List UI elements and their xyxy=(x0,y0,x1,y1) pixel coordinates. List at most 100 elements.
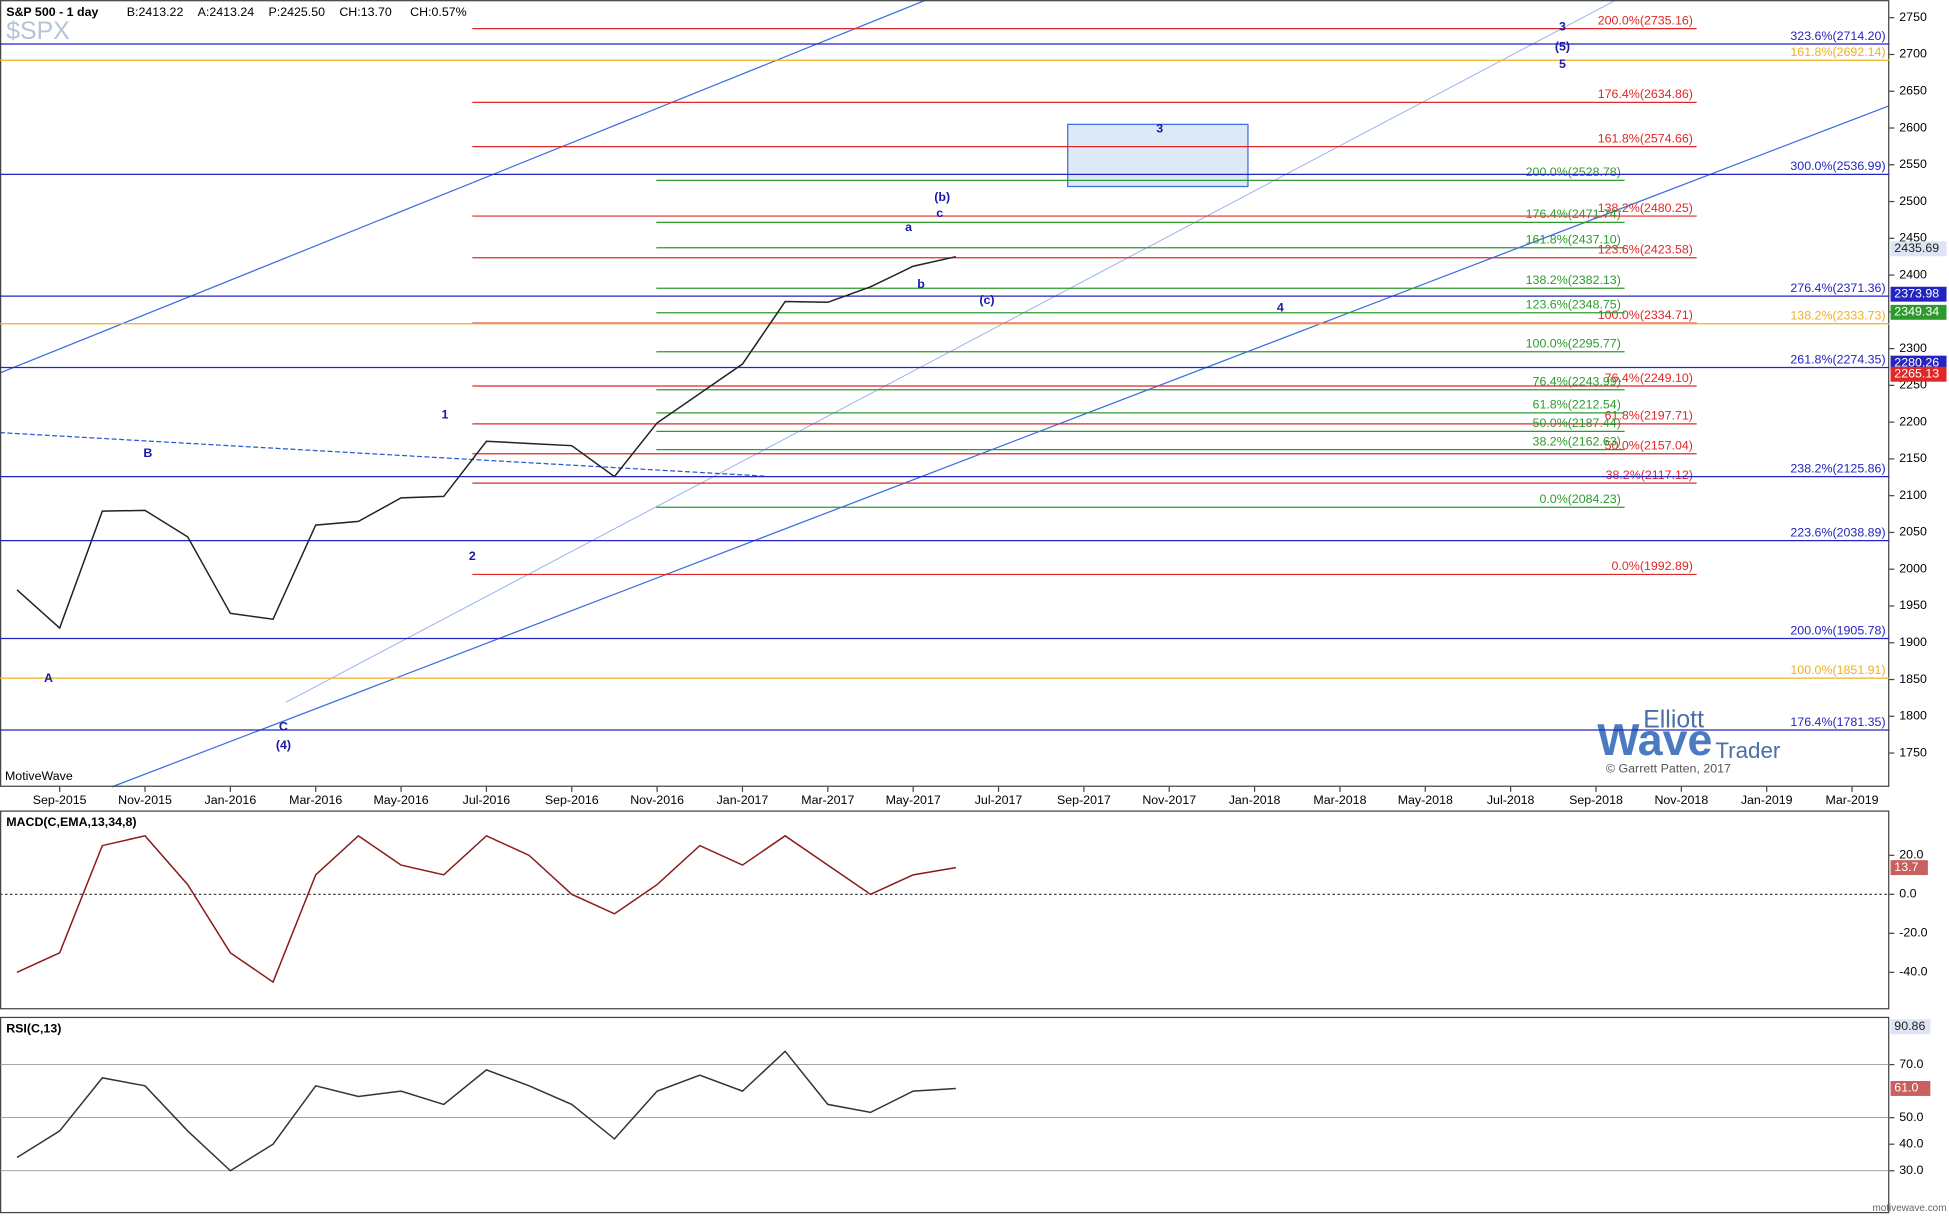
x-tick-label: Sep-2015 xyxy=(33,793,87,807)
change: CH:13.70 xyxy=(339,5,392,19)
y-tick-label: -20.0 xyxy=(1899,926,1927,940)
watermark: Elliott xyxy=(1643,707,1704,734)
y-tick-label: 2200 xyxy=(1899,414,1927,428)
fib-label: 50.0%(2157.04) xyxy=(1605,439,1693,453)
fib-label: 200.0%(2735.16) xyxy=(1598,13,1693,27)
wave-label: 2 xyxy=(469,549,476,563)
value-tag-label: 13.7 xyxy=(1894,860,1918,874)
series-line xyxy=(16,1050,956,1172)
y-tick-label: 2550 xyxy=(1899,157,1927,171)
x-tick-label: Sep-2017 xyxy=(1057,793,1111,807)
fib-label: 176.4%(2634.86) xyxy=(1598,87,1693,101)
y-tick-label: 1800 xyxy=(1899,709,1927,723)
fib-label: 50.0%(2187.44) xyxy=(1533,416,1621,430)
fib-label: 200.0%(1905.78) xyxy=(1790,623,1885,637)
panel-title: RSI(C,13) xyxy=(6,1022,61,1036)
panel-title: MACD(C,EMA,13,34,8) xyxy=(6,815,136,829)
price-tag xyxy=(1890,286,1947,302)
watermark-credit: © Garrett Patten, 2017 xyxy=(1606,762,1731,776)
fib-label: 161.8%(2574.66) xyxy=(1598,131,1693,145)
fib-label: 38.2%(2117.12) xyxy=(1606,468,1693,482)
target-box xyxy=(1067,123,1249,188)
wave-label: A xyxy=(44,671,53,685)
y-tick-label: 2300 xyxy=(1899,341,1927,355)
y-tick-label: 2650 xyxy=(1899,84,1927,98)
fib-label: 323.6%(2714.20) xyxy=(1790,29,1885,43)
price-tag xyxy=(1890,241,1947,257)
value-tag-label: 90.86 xyxy=(1894,1019,1925,1033)
y-tick-label: 1950 xyxy=(1899,598,1927,612)
y-tick-label: 1750 xyxy=(1899,745,1927,759)
fib-label: 0.0%(2084.23) xyxy=(1539,492,1620,506)
fib-label: 38.2%(2162.63) xyxy=(1533,434,1621,448)
x-tick-label: Nov-2016 xyxy=(630,793,684,807)
fib-label: 61.8%(2197.71) xyxy=(1605,409,1693,423)
x-tick-label: Mar-2017 xyxy=(801,793,854,807)
y-tick-label: 50.0 xyxy=(1899,1110,1923,1124)
wave-label: 1 xyxy=(442,407,449,421)
price-tag-label: 2349.34 xyxy=(1894,305,1939,319)
x-tick-label: Mar-2019 xyxy=(1825,793,1878,807)
y-tick-label: 2400 xyxy=(1899,267,1927,281)
y-tick-label: 30.0 xyxy=(1899,1163,1923,1177)
value-tag xyxy=(1890,1019,1931,1035)
x-tick-label: Jul-2017 xyxy=(975,793,1023,807)
y-tick-label: 40.0 xyxy=(1899,1136,1923,1150)
wave-label: 3 xyxy=(1156,122,1163,136)
fib-label: 238.2%(2125.86) xyxy=(1790,461,1885,475)
platform: MotiveWave xyxy=(5,769,73,783)
value-tag-label: 61.0 xyxy=(1894,1081,1918,1095)
y-tick-label: -40.0 xyxy=(1899,965,1927,979)
x-tick-label: Jan-2018 xyxy=(1229,793,1281,807)
fib-label: 100.0%(1851.91) xyxy=(1790,663,1885,677)
fib-label: 176.4%(2471.74) xyxy=(1526,207,1621,221)
wave-label: 3 xyxy=(1559,20,1566,34)
fib-label: 76.4%(2243.99) xyxy=(1533,375,1621,389)
price-tag-label: 2280.26 xyxy=(1894,355,1939,369)
macd-panel xyxy=(0,810,1890,1010)
fib-label: 176.4%(1781.35) xyxy=(1790,715,1885,729)
wave-label: b xyxy=(917,277,925,291)
wave-label: B xyxy=(143,446,152,460)
x-tick-label: Nov-2018 xyxy=(1654,793,1708,807)
x-tick-label: Jan-2016 xyxy=(204,793,256,807)
fib-label: 76.4%(2249.10) xyxy=(1605,371,1693,385)
y-tick-label: 2150 xyxy=(1899,451,1927,465)
y-tick-label: 2750 xyxy=(1899,10,1927,24)
rsi-panel xyxy=(0,1016,1890,1214)
wave-label: c xyxy=(936,206,943,220)
fib-label: 61.8%(2212.54) xyxy=(1533,398,1621,412)
x-tick-label: Mar-2016 xyxy=(289,793,342,807)
x-tick-label: May-2018 xyxy=(1398,793,1453,807)
fib-label: 0.0%(1992.89) xyxy=(1612,559,1693,573)
price-panel xyxy=(0,0,1890,787)
y-tick-label: 2600 xyxy=(1899,120,1927,134)
price-tag-label: 2265.13 xyxy=(1894,367,1939,381)
wave-label: (c) xyxy=(979,293,994,307)
fib-label: 161.8%(2692.14) xyxy=(1790,45,1885,59)
trend-line xyxy=(0,431,765,477)
fib-label: 123.6%(2348.75) xyxy=(1526,298,1621,312)
fib-label: 138.2%(2480.25) xyxy=(1598,201,1693,215)
last-price: P:2425.50 xyxy=(268,5,325,19)
x-tick-label: Sep-2018 xyxy=(1569,793,1623,807)
fib-label: 123.6%(2423.58) xyxy=(1598,243,1693,257)
bid: B:2413.22 xyxy=(127,5,184,19)
change-pct: CH:0.57% xyxy=(410,5,467,19)
fib-label: 200.0%(2528.78) xyxy=(1526,165,1621,179)
y-tick-label: 2000 xyxy=(1899,561,1927,575)
fib-label: 261.8%(2274.35) xyxy=(1790,352,1885,366)
y-tick-label: 1850 xyxy=(1899,672,1927,686)
x-tick-label: Sep-2016 xyxy=(545,793,599,807)
wave-label: (5) xyxy=(1555,40,1570,54)
wave-label: 5 xyxy=(1559,57,1566,71)
value-tag xyxy=(1890,860,1928,876)
price-tag-label: 2435.69 xyxy=(1894,241,1939,255)
chart-title: S&P 500 - 1 day xyxy=(6,5,98,19)
y-tick-label: 2050 xyxy=(1899,525,1927,539)
y-tick-label: 20.0 xyxy=(1899,848,1923,862)
watermark: Wave xyxy=(1597,715,1712,765)
ask: A:2413.24 xyxy=(198,5,255,19)
